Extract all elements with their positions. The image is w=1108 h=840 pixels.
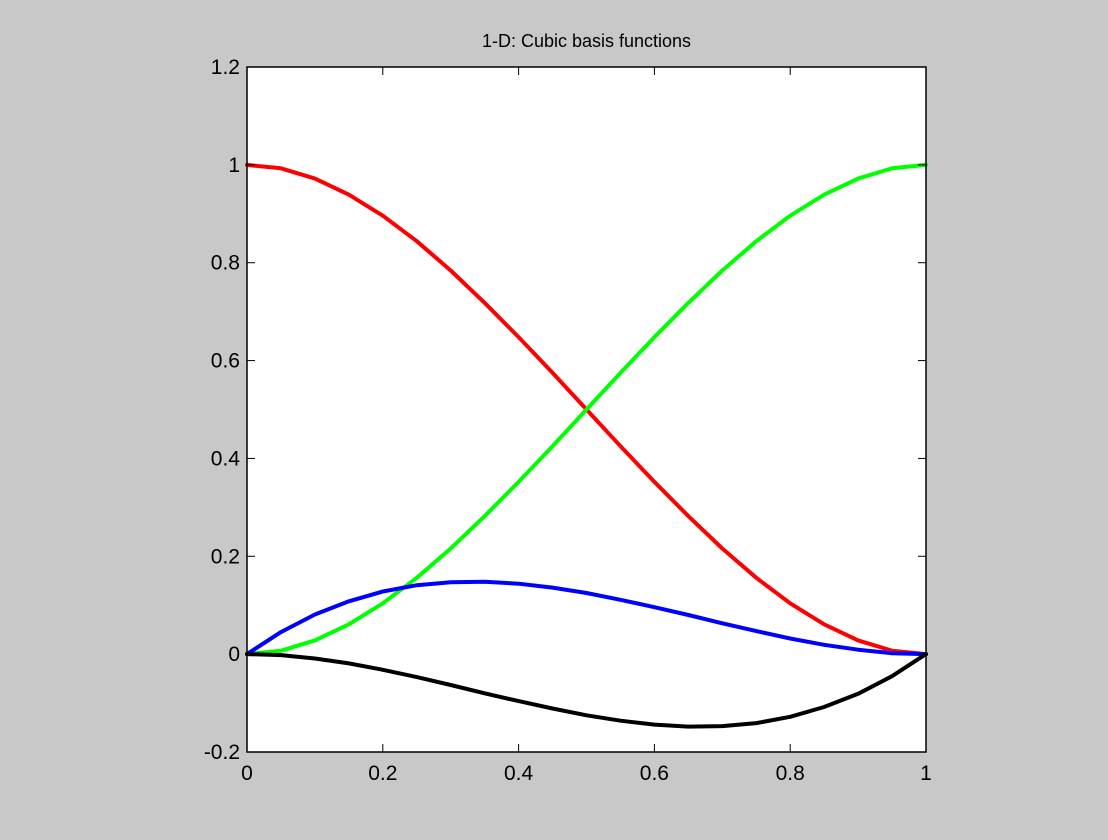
series-line-3 <box>245 579 928 657</box>
chart-title: 1-D: Cubic basis functions <box>482 31 691 51</box>
ticks-layer: 0 0.2 0.4 0.6 0.8 1-0.200.20.40.60.811.2 <box>204 56 932 785</box>
y-tick-label: 0.8 <box>211 252 240 275</box>
y-tick-label: 1.2 <box>211 56 240 79</box>
x-tick-label: 0.8 <box>776 762 805 785</box>
x-tick-label: 0 <box>241 762 253 785</box>
x-tick-label: 0.6 <box>640 762 669 785</box>
series-line-4 <box>245 652 928 729</box>
y-tick-label: 0.2 <box>211 545 240 568</box>
y-tick-label: 1 <box>228 154 240 177</box>
y-tick-label: 0 <box>228 643 240 666</box>
series-line-2 <box>245 162 928 657</box>
y-tick-label: 0.6 <box>211 350 240 373</box>
x-tick-label: 1 <box>920 762 932 785</box>
y-tick-label: 0.4 <box>211 447 241 470</box>
axes-frame <box>246 66 927 753</box>
x-tick-label: 0.4 <box>504 762 534 785</box>
series-layer <box>245 162 928 729</box>
x-tick-label: 0.2 <box>368 762 397 785</box>
y-tick-label: -0.2 <box>204 741 240 764</box>
